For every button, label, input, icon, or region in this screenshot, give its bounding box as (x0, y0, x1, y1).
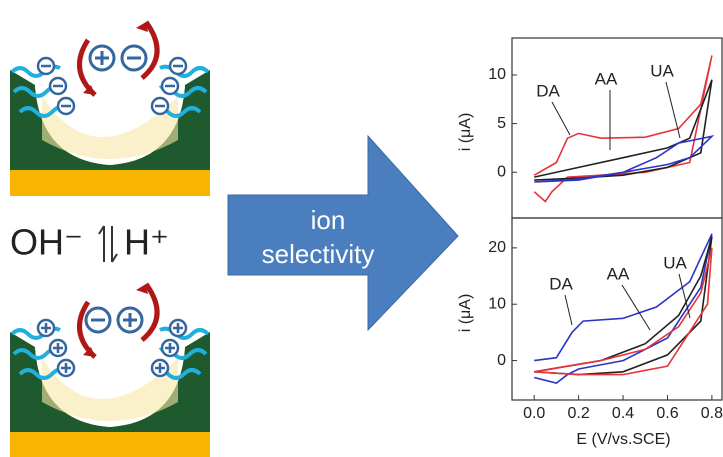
curve-label: DA (549, 274, 573, 293)
x-tick-label: 0.4 (612, 405, 634, 422)
x-axis-label: E (V/vs.SCE) (576, 431, 670, 448)
pore-bottom (10, 284, 210, 457)
cv-curve (534, 80, 712, 180)
equilibrium-arrows (99, 226, 117, 262)
curve-label: AA (607, 264, 630, 283)
graphical-abstract: OH⁻ H⁺ ion selectivity 0 5 10 i (μA) DA AA UA 0… (0, 0, 723, 457)
y-tick-label: 0 (497, 352, 506, 369)
x-tick-label: 0.0 (523, 405, 545, 422)
label-pointer (565, 295, 572, 325)
y-axis-label: i (μA) (457, 113, 474, 152)
hydroxide: OH⁻ (10, 222, 83, 263)
y-tick-label: 5 (497, 115, 506, 132)
pore-top (10, 22, 210, 196)
y-tick-label: 20 (488, 239, 506, 256)
arrow-label: selectivity (262, 239, 375, 269)
label-pointer (622, 285, 650, 330)
proton: H⁺ (124, 222, 169, 263)
label-pointer (552, 102, 570, 135)
curve-label: UA (650, 61, 674, 80)
x-tick-label: 0.8 (701, 405, 723, 422)
arrow-label: ion (311, 205, 346, 235)
plot-frame (512, 38, 722, 218)
y-axis-label: i (μA) (457, 294, 474, 333)
page: OH⁻ H⁺ ion selectivity 0 5 10 i (μA) DA AA UA 0… (0, 0, 723, 457)
curve-label: DA (536, 81, 560, 100)
curve-label: AA (595, 69, 618, 88)
y-tick-label: 10 (488, 295, 506, 312)
x-tick-label: 0.6 (656, 405, 678, 422)
curve-label: UA (663, 253, 687, 272)
y-tick-label: 0 (497, 163, 506, 180)
x-tick-label: 0.2 (568, 405, 590, 422)
y-tick-label: 10 (488, 66, 506, 83)
